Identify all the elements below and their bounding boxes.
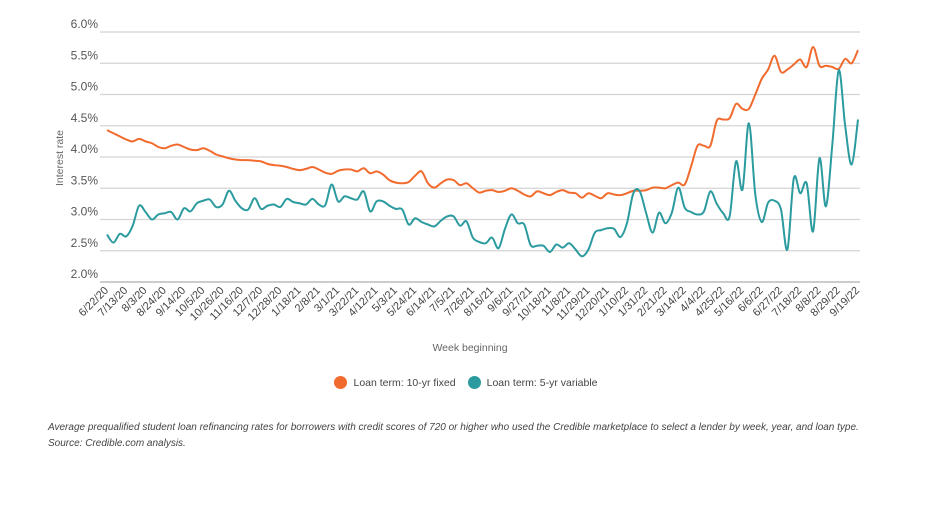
line-chart: 2.0% 2.5% 3.0% 3.5% 4.0% 4.5% 5.0% 5.5% 6.0% 6/2… bbox=[54, 17, 862, 354]
legend-label: Loan term: 10-yr fixed bbox=[353, 376, 456, 389]
y-tick-label: 3.0% bbox=[71, 205, 99, 219]
y-tick-label: 6.0% bbox=[71, 17, 99, 31]
y-tick-label: 5.0% bbox=[71, 80, 99, 94]
legend: Loan term: 10-yr fixed Loan term: 5-yr v… bbox=[0, 376, 932, 389]
legend-item-10yr-fixed[interactable]: Loan term: 10-yr fixed bbox=[334, 376, 456, 389]
gridlines bbox=[100, 31, 860, 283]
y-tick-label: 4.0% bbox=[71, 142, 99, 156]
series-lines bbox=[106, 45, 859, 258]
y-tick-label: 3.5% bbox=[71, 173, 99, 187]
y-axis-title: Interest rate bbox=[54, 130, 66, 186]
series-line-5yr-variable bbox=[106, 69, 859, 258]
y-tick-label: 4.5% bbox=[71, 111, 99, 125]
legend-label: Loan term: 5-yr variable bbox=[486, 376, 598, 389]
y-tick-label: 5.5% bbox=[71, 48, 99, 62]
legend-swatch bbox=[467, 376, 481, 389]
x-axis-title: Week beginning bbox=[432, 342, 507, 354]
x-axis-ticks: 6/22/207/13/208/3/208/24/209/14/2010/5/2… bbox=[77, 285, 862, 324]
y-tick-label: 2.0% bbox=[71, 267, 99, 281]
legend-swatch bbox=[334, 376, 348, 389]
legend-item-5yr-variable[interactable]: Loan term: 5-yr variable bbox=[467, 376, 598, 389]
chart-caption: Average prequalified student loan refina… bbox=[48, 422, 859, 449]
y-axis-ticks: 2.0% 2.5% 3.0% 3.5% 4.0% 4.5% 5.0% 5.5% 6.0% bbox=[71, 17, 99, 281]
y-tick-label: 2.5% bbox=[71, 236, 99, 250]
series-line-10yr-fixed bbox=[106, 45, 859, 200]
